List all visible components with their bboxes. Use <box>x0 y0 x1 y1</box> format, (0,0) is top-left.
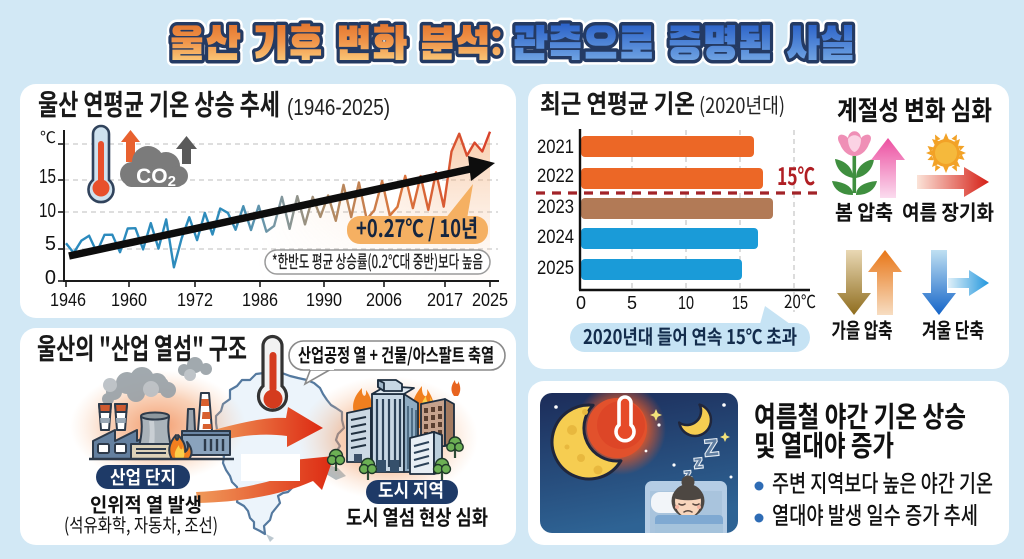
svg-text:10: 10 <box>678 293 694 313</box>
svg-text:10: 10 <box>39 200 56 222</box>
svg-text:0: 0 <box>45 267 56 289</box>
svg-text:2006: 2006 <box>366 290 402 310</box>
svg-text:15: 15 <box>39 166 56 188</box>
svg-text:2021: 2021 <box>537 137 574 158</box>
svg-text:0: 0 <box>576 293 586 313</box>
svg-text:(1946-2025): (1946-2025) <box>287 94 390 120</box>
svg-text:2025: 2025 <box>472 290 508 310</box>
svg-text:z: z <box>693 452 704 473</box>
svg-text:1990: 1990 <box>306 290 342 310</box>
svg-text:2017: 2017 <box>427 290 463 310</box>
svg-text:1960: 1960 <box>111 290 147 310</box>
svg-text:z: z <box>693 452 704 473</box>
svg-text:5: 5 <box>627 293 637 313</box>
svg-text:1946: 1946 <box>50 290 86 310</box>
svg-text:z: z <box>683 466 692 484</box>
svg-text:Z: Z <box>703 434 720 461</box>
svg-text:z: z <box>683 466 692 484</box>
svg-text:5: 5 <box>45 233 56 255</box>
svg-text:2025: 2025 <box>537 258 574 279</box>
svg-text:15: 15 <box>732 293 748 313</box>
svg-text:2022: 2022 <box>537 166 574 187</box>
svg-text:2023: 2023 <box>537 197 574 218</box>
svg-text:2024: 2024 <box>537 227 574 248</box>
svg-text:1972: 1972 <box>177 290 213 310</box>
svg-text:Z: Z <box>703 434 720 461</box>
svg-text:1986: 1986 <box>242 290 278 310</box>
